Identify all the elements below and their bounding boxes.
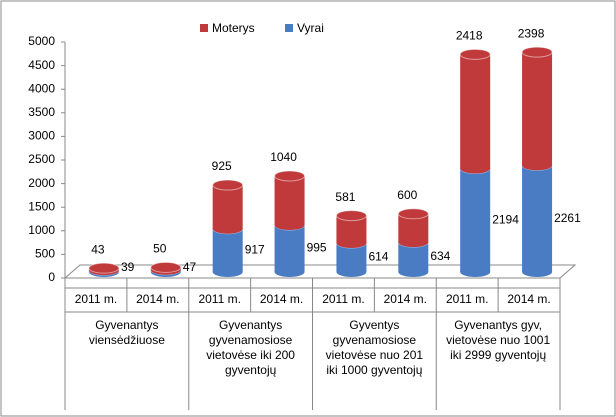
x-tick-label: 2011 m. <box>75 292 117 306</box>
group-label: Gyvenantys gyvenamosiose vietovėse iki 2… <box>206 318 295 377</box>
y-tick-label: 1000 <box>28 223 55 237</box>
data-label: 917 <box>245 243 265 257</box>
bar-cap <box>150 261 182 273</box>
bar-segment <box>460 168 491 272</box>
legend-label: Moterys <box>212 21 255 35</box>
y-tick-label: 2500 <box>28 152 55 166</box>
data-label: 47 <box>183 260 197 274</box>
data-label: 2194 <box>492 212 519 226</box>
x-tick-label: 2011 m. <box>322 292 364 306</box>
bar-base <box>460 163 491 174</box>
data-label: 1040 <box>270 150 297 164</box>
x-tick-label: 2011 m. <box>446 292 488 306</box>
bar-cap <box>274 170 306 182</box>
x-tick-label: 2014 m. <box>507 292 550 306</box>
bar-base <box>212 223 243 234</box>
bar-cap <box>459 48 491 60</box>
y-tick-label: 4000 <box>28 81 55 95</box>
bar-segment <box>212 185 243 229</box>
legend-label: Vyrai <box>297 21 324 35</box>
y-tick-label: 3000 <box>28 129 55 143</box>
bar-base <box>460 267 491 277</box>
bar-segment <box>274 225 305 272</box>
y-tick-label: 3500 <box>28 105 55 119</box>
data-label: 634 <box>430 249 450 263</box>
y-tick-label: 4500 <box>28 58 55 72</box>
data-label: 995 <box>307 241 327 255</box>
data-label: 581 <box>335 190 355 204</box>
data-label: 43 <box>91 242 105 256</box>
group-label: Gyventys gyvenamosiose vietovėse nuo 201… <box>325 318 424 377</box>
y-tick-label: 0 <box>48 270 55 284</box>
bar-cap <box>397 208 429 220</box>
data-label: 600 <box>397 188 417 202</box>
x-tick-label: 2014 m. <box>260 292 303 306</box>
y-tick-label: 5000 <box>28 34 55 48</box>
bar-segment <box>212 228 243 272</box>
data-label: 614 <box>368 250 388 264</box>
data-label: 2398 <box>518 26 545 40</box>
bar-segment <box>522 165 553 272</box>
group-label: Gyvenantys gyv, vietovėse nuo 1001 iki 2… <box>446 318 551 362</box>
bar-base <box>336 267 367 277</box>
data-label: 50 <box>153 242 167 256</box>
bar-segment <box>274 175 305 226</box>
bar-cap <box>88 262 120 274</box>
x-tick-label: 2011 m. <box>198 292 240 306</box>
y-tick-label: 1500 <box>28 199 55 213</box>
bar-segment <box>522 52 553 166</box>
bar-base <box>522 267 553 277</box>
data-label: 39 <box>121 260 135 274</box>
y-tick-label: 2000 <box>28 176 55 190</box>
bar-base <box>274 220 305 231</box>
bar-cap <box>212 179 244 191</box>
data-label: 2261 <box>554 211 581 225</box>
group-label: Gyvenantys viensėdžiuose <box>88 318 165 347</box>
bar-segment <box>460 54 491 169</box>
bar-base <box>398 237 429 248</box>
bar-base <box>336 238 367 249</box>
data-label: 2418 <box>456 28 483 42</box>
legend-swatch <box>285 24 293 32</box>
data-label: 925 <box>212 159 232 173</box>
y-tick-label: 500 <box>35 247 55 261</box>
bar-base <box>398 267 429 277</box>
bar-cap <box>335 210 367 222</box>
bar-base <box>212 267 243 277</box>
x-tick-label: 2014 m. <box>384 292 427 306</box>
bar-base <box>274 267 305 277</box>
x-tick-label: 2014 m. <box>136 292 179 306</box>
bar-cap <box>521 46 553 58</box>
legend-swatch <box>200 24 208 32</box>
bar-base <box>522 160 553 171</box>
floor <box>63 264 577 279</box>
